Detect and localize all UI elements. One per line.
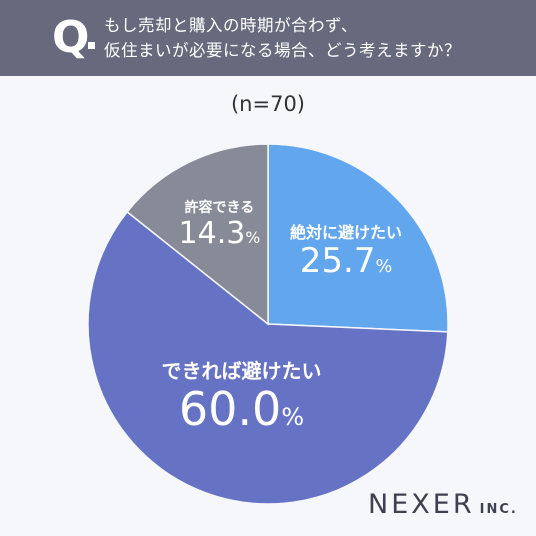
slice-label-1: できれば避けたい 60.0% xyxy=(161,355,321,435)
slice-unit-label: % xyxy=(281,402,305,431)
slice-label-0: 絶対に避けたい 25.7% xyxy=(290,219,402,280)
slice-category-label: 許容できる xyxy=(184,199,255,216)
slice-value-label: 25.7 xyxy=(299,240,376,281)
question-line-1: もし売却と購入の時期が合わず、 xyxy=(104,16,358,35)
pie-slice-0 xyxy=(267,143,449,333)
slice-value-label: 14.3 xyxy=(178,215,246,251)
question-text: もし売却と購入の時期が合わず、 仮住まいが必要になる場合、どう考えますか？ xyxy=(104,13,524,63)
question-header: Q もし売却と購入の時期が合わず、 仮住まいが必要になる場合、どう考えますか？ xyxy=(0,0,536,76)
sample-size-label: (n=70) xyxy=(230,92,305,116)
slice-category-label: 絶対に避けたい xyxy=(290,222,403,242)
pie-slices xyxy=(87,143,449,505)
slice-label-2: 許容できる 14.3% xyxy=(179,197,261,250)
slice-category-label: できれば避けたい xyxy=(161,358,322,383)
question-line-2: 仮住まいが必要になる場合、どう考えますか？ xyxy=(104,41,461,60)
slice-value-label: 60.0 xyxy=(178,381,282,436)
q-mark: Q xyxy=(52,12,90,63)
nexer-logo: NEXER INC. xyxy=(368,489,518,520)
pie-slice-2 xyxy=(126,143,269,326)
slice-unit-label: % xyxy=(245,228,261,247)
pie-slice-1 xyxy=(87,210,449,505)
slice-unit-label: % xyxy=(375,256,393,277)
logo-suffix: INC. xyxy=(479,502,518,517)
q-dot xyxy=(88,42,95,49)
logo-main: NEXER xyxy=(368,489,475,520)
